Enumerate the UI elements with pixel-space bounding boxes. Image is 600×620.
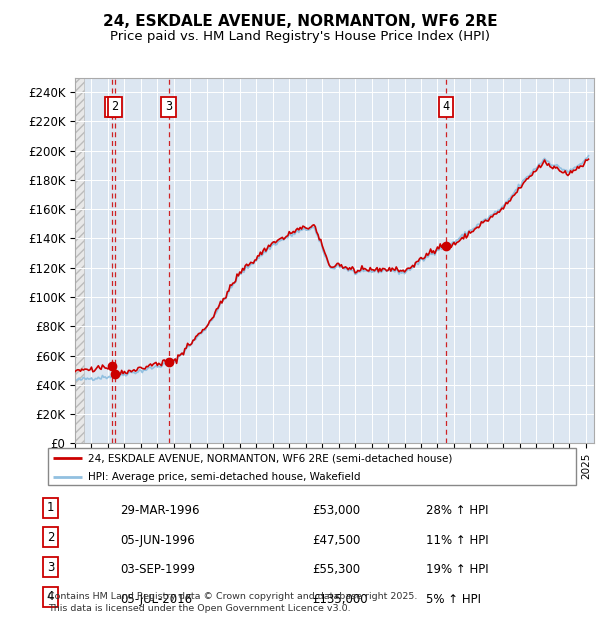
Text: 24, ESKDALE AVENUE, NORMANTON, WF6 2RE (semi-detached house): 24, ESKDALE AVENUE, NORMANTON, WF6 2RE (…	[88, 453, 452, 463]
Text: 1: 1	[109, 100, 116, 113]
Text: 03-SEP-1999: 03-SEP-1999	[120, 564, 195, 577]
FancyBboxPatch shape	[48, 448, 576, 485]
Text: 4: 4	[47, 590, 54, 603]
Text: £47,500: £47,500	[312, 534, 361, 547]
Text: 2: 2	[112, 100, 119, 113]
Text: £135,000: £135,000	[312, 593, 368, 606]
Text: 5% ↑ HPI: 5% ↑ HPI	[426, 593, 481, 606]
Text: HPI: Average price, semi-detached house, Wakefield: HPI: Average price, semi-detached house,…	[88, 472, 360, 482]
Text: 11% ↑ HPI: 11% ↑ HPI	[426, 534, 488, 547]
Text: Contains HM Land Registry data © Crown copyright and database right 2025.
This d: Contains HM Land Registry data © Crown c…	[48, 591, 418, 613]
Text: £53,000: £53,000	[312, 504, 360, 517]
Text: 28% ↑ HPI: 28% ↑ HPI	[426, 504, 488, 517]
Text: 4: 4	[442, 100, 449, 113]
Text: 3: 3	[165, 100, 172, 113]
Text: 29-MAR-1996: 29-MAR-1996	[120, 504, 199, 517]
Text: 05-JUN-1996: 05-JUN-1996	[120, 534, 195, 547]
Text: 19% ↑ HPI: 19% ↑ HPI	[426, 564, 488, 577]
Text: 05-JUL-2016: 05-JUL-2016	[120, 593, 192, 606]
Text: Price paid vs. HM Land Registry's House Price Index (HPI): Price paid vs. HM Land Registry's House …	[110, 30, 490, 43]
Text: 1: 1	[47, 501, 54, 514]
Text: 3: 3	[47, 560, 54, 574]
Text: £55,300: £55,300	[312, 564, 360, 577]
Text: 2: 2	[47, 531, 54, 544]
Text: 24, ESKDALE AVENUE, NORMANTON, WF6 2RE: 24, ESKDALE AVENUE, NORMANTON, WF6 2RE	[103, 14, 497, 29]
